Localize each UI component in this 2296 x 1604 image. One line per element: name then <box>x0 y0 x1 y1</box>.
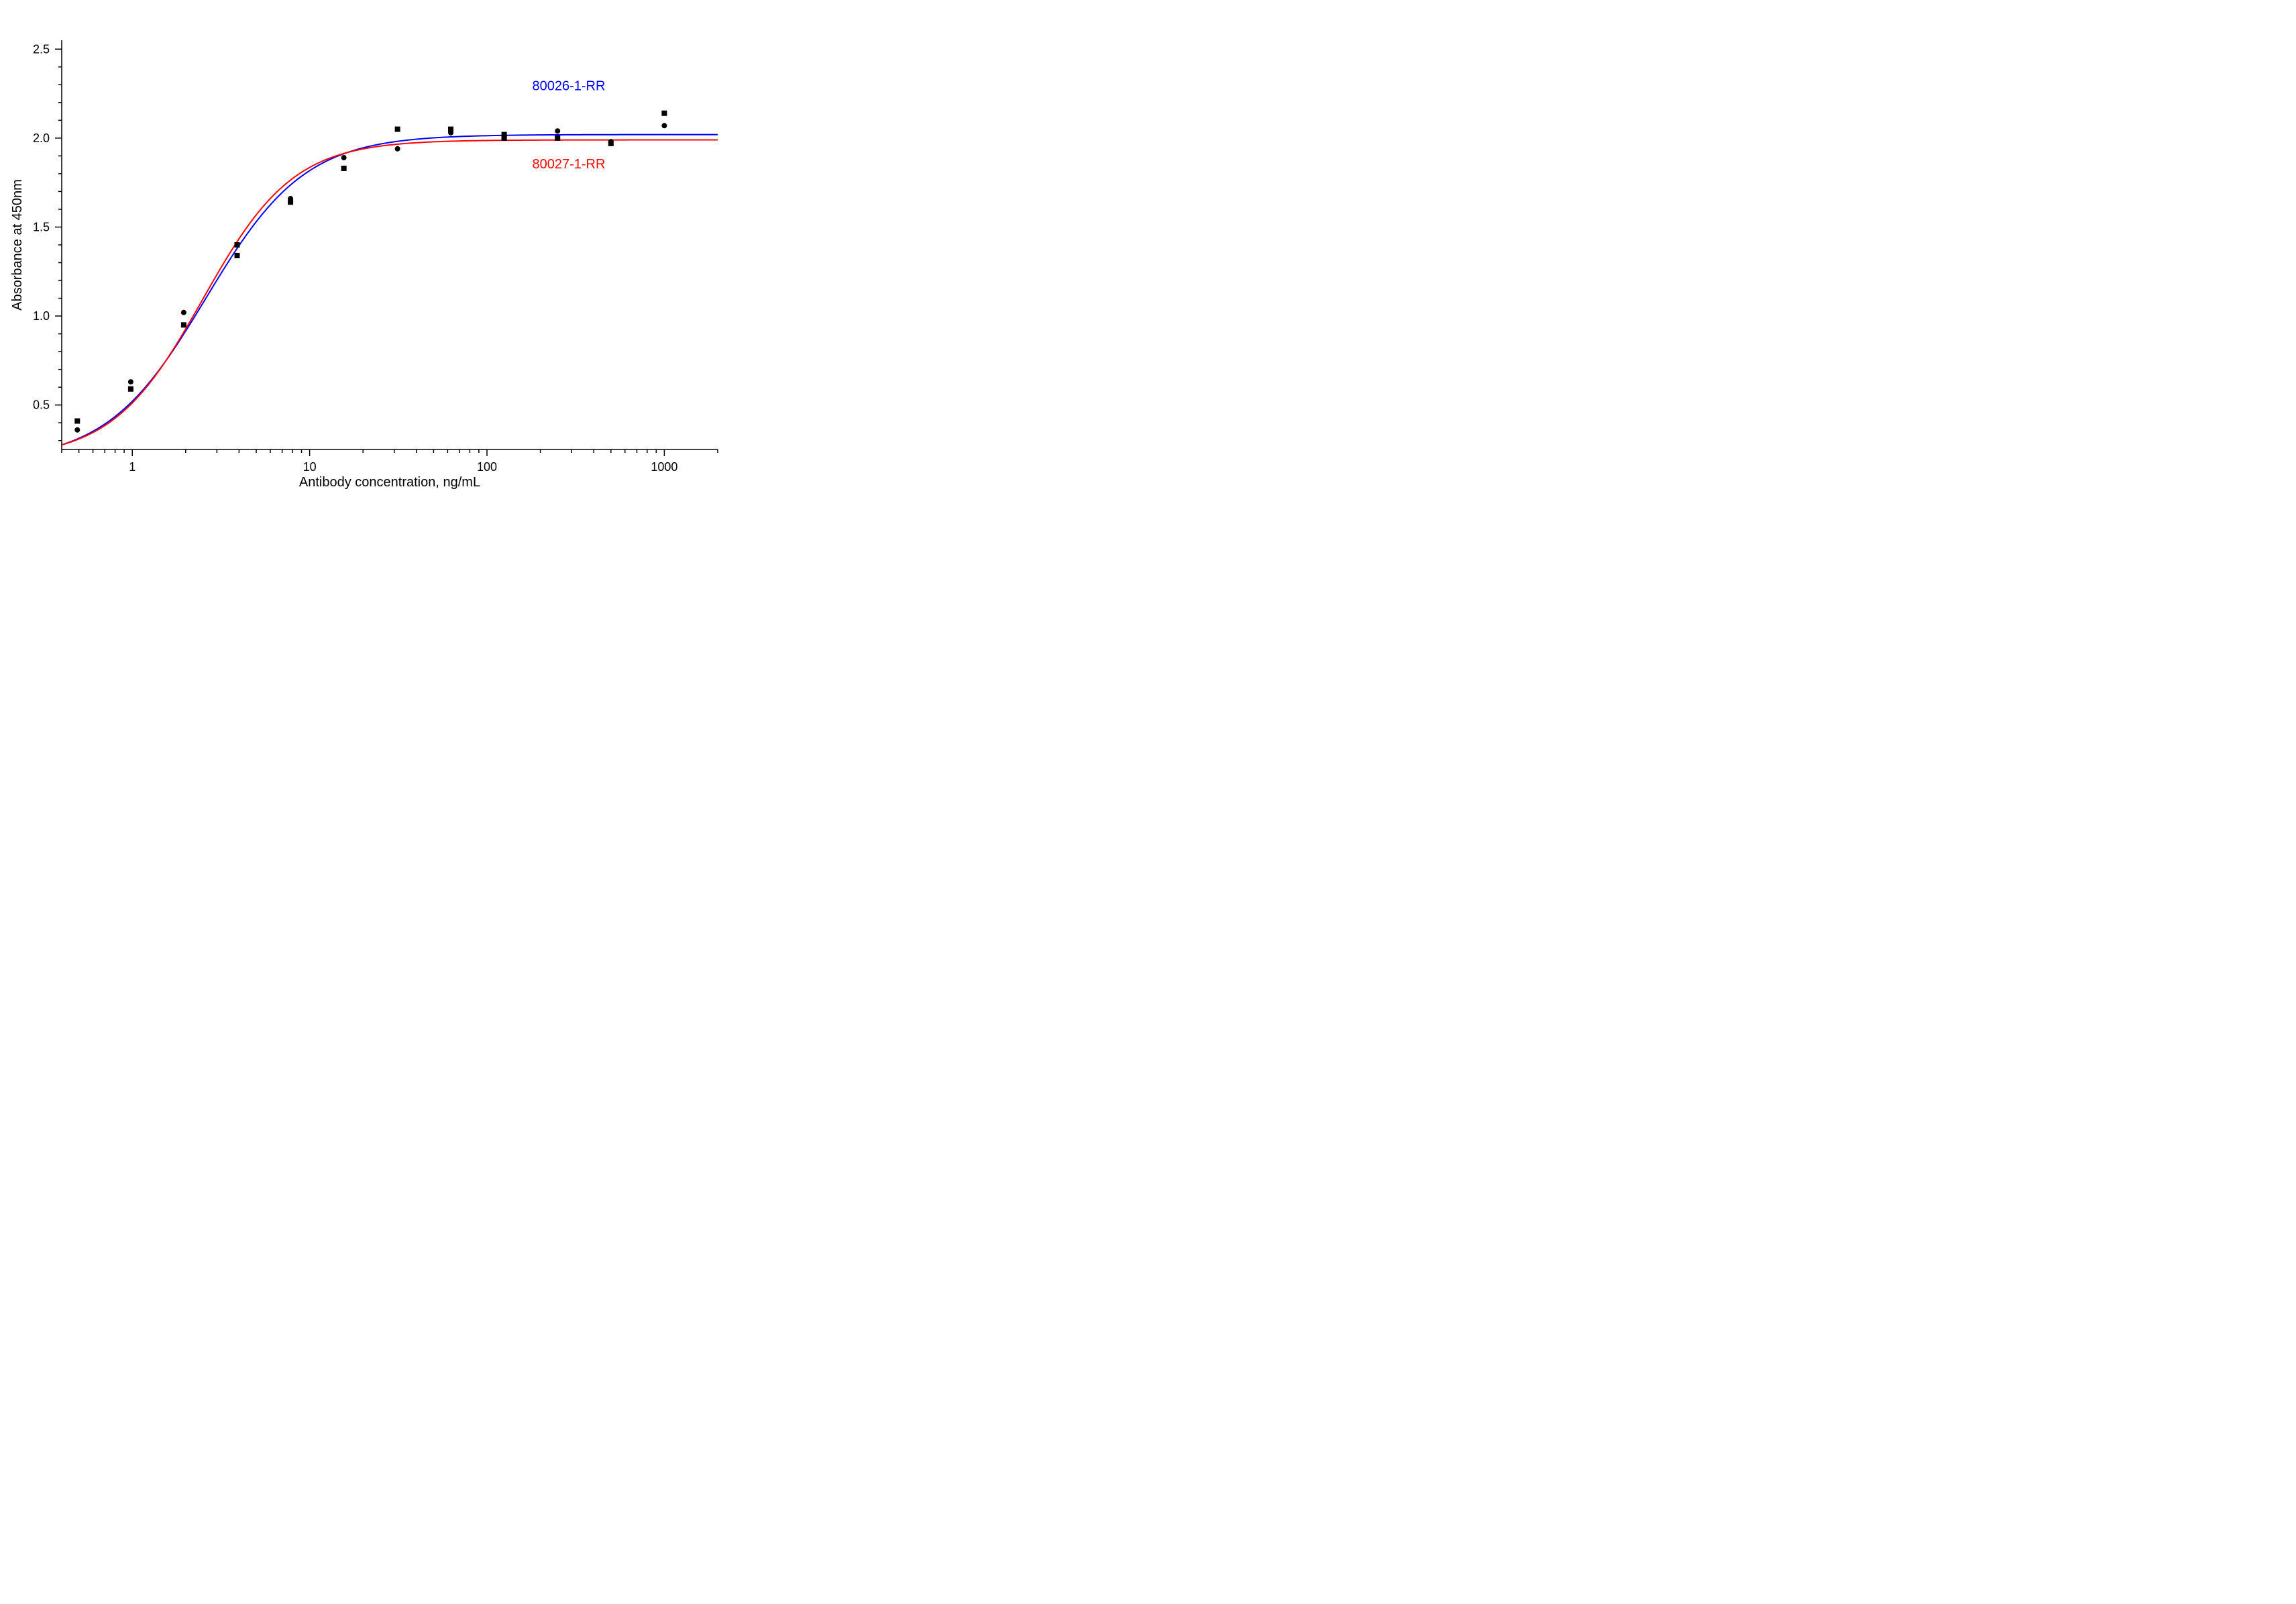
data-point-square <box>181 322 186 327</box>
data-point-square <box>555 136 560 141</box>
y-tick-label: 2.0 <box>33 131 50 145</box>
data-point-circle <box>128 379 133 384</box>
x-axis-label: Antibody concentration, ng/mL <box>299 475 480 490</box>
data-point-circle <box>502 136 507 141</box>
data-point-square <box>661 111 667 116</box>
data-point-square <box>395 127 400 132</box>
data-point-square <box>234 242 239 248</box>
data-point-circle <box>448 130 453 136</box>
x-tick-label: 10 <box>303 460 317 474</box>
data-point-circle <box>608 139 614 144</box>
y-axis-label: Absorbance at 450nm <box>10 179 25 311</box>
data-point-circle <box>234 253 239 258</box>
x-tick-label: 100 <box>477 460 497 474</box>
data-point-square <box>128 386 133 392</box>
data-point-circle <box>555 128 560 133</box>
dose-response-chart: 1 10 100 1000 0.5 1.0 1.5 2.0 2.5 Antibody concen… <box>0 0 765 535</box>
chart-background <box>0 0 765 535</box>
data-point-circle <box>181 310 186 315</box>
x-tick-label: 1 <box>129 460 135 474</box>
y-tick-label: 1.0 <box>33 309 50 323</box>
y-tick-label: 2.5 <box>33 42 50 56</box>
data-point-circle <box>395 146 400 152</box>
data-point-square <box>341 166 347 171</box>
data-point-circle <box>74 427 80 433</box>
data-point-circle <box>661 123 667 128</box>
series-label-80027-1-RR: 80027-1-RR <box>533 157 606 172</box>
y-tick-label: 0.5 <box>33 398 50 412</box>
chart-container: 1 10 100 1000 0.5 1.0 1.5 2.0 2.5 Antibody concen… <box>0 0 765 535</box>
data-point-circle <box>341 155 347 160</box>
x-tick-label: 1000 <box>651 460 677 474</box>
data-point-circle <box>288 196 293 201</box>
series-label-80026-1-RR: 80026-1-RR <box>533 78 606 93</box>
data-point-square <box>74 419 80 424</box>
y-tick-label: 1.5 <box>33 220 50 233</box>
